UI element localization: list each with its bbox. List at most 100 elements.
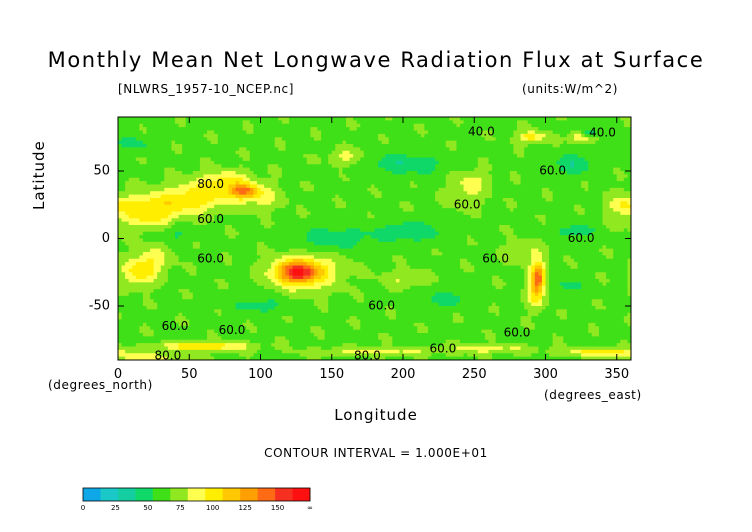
heatmap-cell — [196, 160, 201, 165]
heatmap-cell — [242, 214, 247, 219]
heatmap-cell — [274, 211, 279, 216]
heatmap-cell — [306, 137, 311, 142]
heatmap-cell — [385, 201, 390, 206]
heatmap-cell — [574, 167, 579, 172]
heatmap-cell — [602, 167, 607, 172]
heatmap-cell — [484, 208, 490, 213]
heatmap-cell — [267, 150, 272, 155]
heatmap-cell — [235, 177, 240, 182]
heatmap-cell — [609, 164, 614, 169]
heatmap-cell — [488, 208, 493, 213]
heatmap-cell — [616, 204, 621, 209]
heatmap-cell — [353, 123, 358, 128]
heatmap-cell — [142, 137, 148, 142]
heatmap-cell — [488, 117, 493, 121]
heatmap-cell — [242, 130, 247, 135]
heatmap-cell — [598, 140, 604, 145]
heatmap-cell — [470, 225, 475, 229]
heatmap-cell — [602, 150, 607, 155]
heatmap-cell — [164, 147, 169, 152]
heatmap-cell — [481, 228, 486, 233]
heatmap-cell — [249, 174, 254, 179]
heatmap-cell — [598, 167, 604, 172]
heatmap-cell — [135, 117, 140, 121]
heatmap-cell — [221, 228, 226, 233]
heatmap-cell — [488, 187, 493, 192]
heatmap-cell — [239, 204, 244, 209]
heatmap-cell — [360, 177, 365, 182]
heatmap-cell — [153, 231, 158, 236]
heatmap-cell — [203, 174, 208, 179]
heatmap-cell — [235, 140, 240, 145]
heatmap-cell — [467, 218, 472, 223]
heatmap-cell — [495, 194, 500, 199]
heatmap-cell — [534, 137, 539, 142]
heatmap-cell — [303, 123, 308, 128]
heatmap-cell — [310, 160, 315, 165]
heatmap-cell — [321, 120, 326, 125]
heatmap-cell — [456, 147, 461, 152]
heatmap-cell — [306, 150, 311, 155]
heatmap-cell — [506, 174, 511, 179]
heatmap-cell — [153, 130, 158, 135]
heatmap-cell — [403, 221, 408, 226]
heatmap-cell — [413, 201, 418, 206]
heatmap-cell — [296, 133, 301, 138]
heatmap-cell — [317, 130, 322, 135]
heatmap-cell — [492, 160, 497, 165]
heatmap-cell — [182, 157, 187, 162]
heatmap-cell — [559, 140, 564, 145]
heatmap-cell — [292, 225, 297, 229]
heatmap-cell — [520, 208, 525, 213]
heatmap-cell — [224, 174, 230, 179]
heatmap-cell — [278, 208, 283, 213]
heatmap-cell — [395, 130, 401, 135]
heatmap-cell — [463, 174, 468, 179]
heatmap-cell — [609, 228, 614, 233]
heatmap-cell — [139, 133, 144, 138]
heatmap-cell — [381, 184, 386, 189]
heatmap-cell — [199, 214, 205, 219]
heatmap-cell — [474, 181, 479, 186]
heatmap-cell — [267, 225, 272, 229]
heatmap-cell — [313, 184, 319, 189]
heatmap-cell — [242, 150, 247, 155]
heatmap-cell — [118, 194, 123, 199]
heatmap-cell — [246, 140, 251, 145]
heatmap-cell — [406, 184, 411, 189]
heatmap-cell — [609, 204, 614, 209]
heatmap-cell — [321, 184, 326, 189]
heatmap-cell — [346, 228, 351, 233]
heatmap-cell — [395, 157, 401, 162]
heatmap-cell — [171, 157, 176, 162]
heatmap-cell — [239, 123, 244, 128]
heatmap-cell — [517, 198, 522, 202]
heatmap-cell — [264, 120, 269, 125]
heatmap-cell — [584, 184, 589, 189]
heatmap-cell — [438, 154, 443, 159]
heatmap-cell — [331, 147, 336, 152]
heatmap-cell — [171, 174, 176, 179]
heatmap-cell — [581, 133, 586, 138]
heatmap-cell — [299, 130, 304, 135]
heatmap-cell — [463, 147, 468, 152]
heatmap-cell — [616, 184, 621, 189]
heatmap-cell — [256, 127, 262, 132]
heatmap-cell — [506, 221, 511, 226]
heatmap-cell — [313, 164, 319, 169]
heatmap-cell — [274, 204, 279, 209]
heatmap-cell — [239, 157, 244, 162]
heatmap-cell — [591, 160, 596, 165]
heatmap-cell — [253, 187, 258, 192]
heatmap-cell — [360, 120, 365, 125]
heatmap-cell — [481, 154, 486, 159]
heatmap-cell — [420, 154, 425, 159]
heatmap-cell — [495, 191, 500, 196]
heatmap-cell — [125, 218, 130, 223]
heatmap-cell — [620, 221, 625, 226]
heatmap-cell — [463, 157, 468, 162]
heatmap-cell — [267, 181, 272, 186]
heatmap-cell — [271, 184, 276, 189]
heatmap-cell — [509, 177, 515, 182]
heatmap-cell — [239, 225, 244, 229]
